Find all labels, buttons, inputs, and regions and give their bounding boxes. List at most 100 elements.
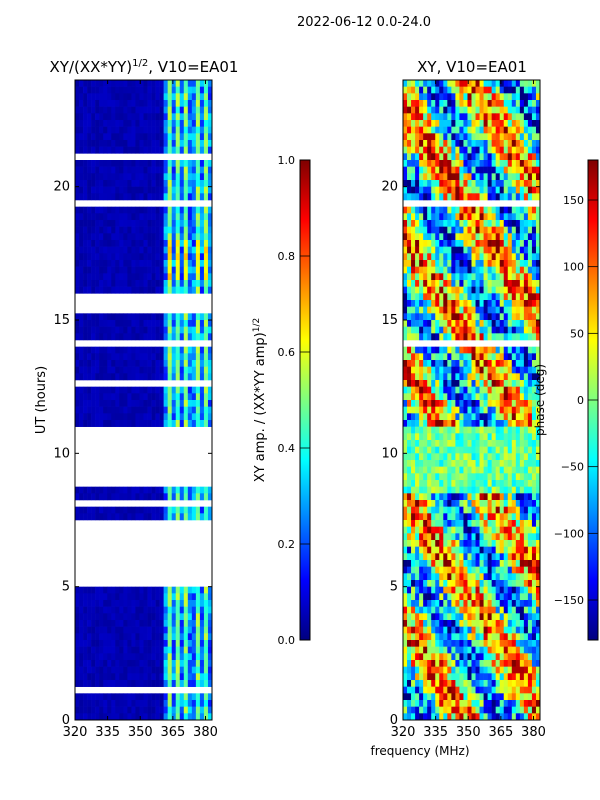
amplitude-heatmap-cell [167,233,173,241]
phase-heatmap-cell [447,466,452,474]
phase-heatmap-cell [479,346,484,354]
amplitude-heatmap-cell [139,640,144,647]
phase-heatmap-cell [495,540,501,547]
amplitude-heatmap-cell [147,106,152,114]
amplitude-heatmap-cell [191,606,197,614]
phase-heatmap-cell [523,86,529,94]
phase-heatmap-cell [403,413,408,421]
phase-heatmap-cell [503,293,509,301]
amplitude-heatmap-cell [171,413,177,421]
phase-heatmap-cell [531,80,537,87]
phase-heatmap-cell [471,466,476,474]
amplitude-heatmap-cell [195,640,201,647]
phase-heatmap-cell [531,246,537,254]
phase-heatmap-cell [443,420,448,427]
phase-heatmap-cell [467,440,472,447]
amplitude-heatmap-cell [91,513,96,521]
amplitude-heatmap-cell [119,633,124,641]
amplitude-heatmap-cell [183,133,189,141]
amplitude-heatmap-cell [151,366,156,374]
phase-heatmap-cell [459,433,464,441]
amplitude-heatmap-cell [87,280,92,287]
phase-heatmap-cell [535,180,540,187]
phase-heatmap-cell [455,253,460,261]
amplitude-heatmap-cell [207,600,212,607]
amplitude-heatmap-cell [95,93,100,101]
amplitude-heatmap-cell [203,693,209,701]
amplitude-colorbar-tick-label: 0.0 [278,634,296,647]
amplitude-heatmap-cell [159,420,164,427]
phase-heatmap-cell [431,573,436,581]
phase-heatmap-cell [495,280,501,287]
phase-heatmap-cell [511,253,517,261]
amplitude-heatmap-cell [147,633,152,641]
phase-heatmap-cell [487,300,492,307]
amplitude-heatmap-cell [163,613,168,621]
phase-heatmap-cell [439,600,444,607]
amplitude-heatmap-cell [191,140,197,147]
phase-heatmap-cell [475,160,480,167]
amplitude-heatmap-cell [75,513,80,521]
phase-heatmap-cell [475,346,480,354]
phase-heatmap-cell [507,360,513,367]
amplitude-heatmap-cell [187,700,193,707]
phase-heatmap-cell [423,566,428,574]
phase-heatmap-cell [415,226,420,234]
phase-heatmap-cell [503,333,509,341]
phase-heatmap-cell [531,440,537,447]
phase-heatmap-cell [423,500,428,507]
amplitude-heatmap-cell [143,286,148,294]
amplitude-heatmap-cell [79,346,84,354]
phase-heatmap-cell [459,100,464,107]
phase-heatmap-cell [419,126,424,134]
phase-heatmap-cell [463,446,468,454]
amplitude-heatmap-cell [107,146,112,154]
phase-heatmap-cell [451,286,456,294]
phase-heatmap-cell [403,466,408,474]
amplitude-heatmap-cell [163,393,168,401]
phase-heatmap-cell [407,166,412,174]
phase-heatmap-cell [471,500,476,507]
amplitude-heatmap-cell [131,326,136,334]
amplitude-heatmap-cell [75,633,80,641]
phase-heatmap-cell [515,353,521,361]
phase-heatmap-cell [515,346,521,354]
amplitude-heatmap-cell [95,613,100,621]
amplitude-heatmap-cell [191,193,197,201]
phase-heatmap-cell [523,573,529,581]
amplitude-heatmap-cell [191,206,197,214]
phase-heatmap-cell [427,373,432,381]
phase-heatmap-cell [411,546,416,554]
phase-heatmap-cell [447,173,452,181]
phase-heatmap-cell [511,126,517,134]
amplitude-heatmap-cell [123,220,128,227]
amplitude-heatmap-cell [127,180,132,187]
amplitude-heatmap-cell [155,606,160,614]
phase-heatmap-cell [499,460,505,467]
phase-heatmap-cell [491,140,496,147]
phase-heatmap-cell [403,293,408,301]
amplitude-heatmap-cell [119,253,124,261]
amplitude-heatmap-cell [175,133,181,141]
phase-heatmap-cell [455,273,460,281]
amplitude-heatmap-cell [99,486,104,494]
phase-heatmap-cell [455,120,460,127]
amplitude-heatmap-cell [143,226,148,234]
phase-heatmap-cell [415,460,420,467]
phase-heatmap-cell [415,180,420,187]
phase-heatmap-cell [463,220,468,227]
amplitude-heatmap-cell [107,80,112,87]
phase-heatmap-cell [403,180,408,187]
amplitude-heatmap-cell [155,420,160,427]
amplitude-heatmap-cell [131,513,136,521]
amplitude-heatmap-cell [119,140,124,147]
amplitude-heatmap-cell [207,713,212,720]
phase-heatmap-cell [431,166,436,174]
amplitude-heatmap-cell [99,213,104,221]
phase-heatmap-cell [503,313,509,321]
phase-heatmap-cell [407,113,412,121]
phase-heatmap-cell [447,226,452,234]
amplitude-heatmap-cell [99,186,104,194]
phase-heatmap-cell [443,360,448,367]
amplitude-heatmap-cell [203,213,209,221]
